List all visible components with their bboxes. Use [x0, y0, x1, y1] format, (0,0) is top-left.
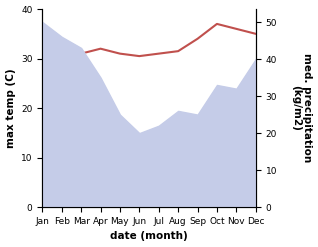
Y-axis label: med. precipitation
(kg/m2): med. precipitation (kg/m2)	[291, 54, 313, 163]
X-axis label: date (month): date (month)	[110, 231, 188, 242]
Y-axis label: max temp (C): max temp (C)	[5, 68, 16, 148]
